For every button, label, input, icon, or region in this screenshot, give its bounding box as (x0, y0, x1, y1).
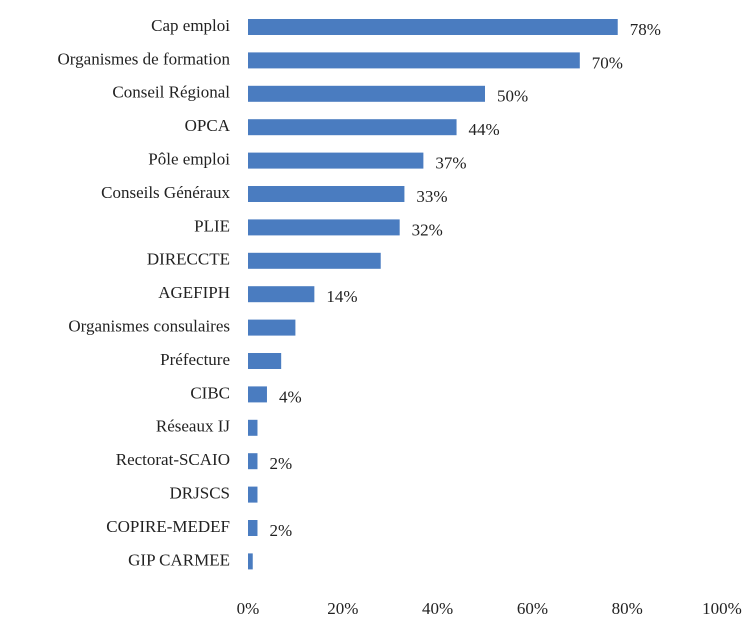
bar (248, 419, 258, 436)
bar (248, 286, 315, 303)
data-label: 44% (469, 120, 500, 139)
data-label: 4% (279, 387, 302, 406)
bar (248, 353, 282, 369)
y-tick-label: PLIE (194, 216, 230, 235)
x-tick-label: 40% (422, 599, 453, 617)
data-label: 70% (592, 53, 623, 72)
y-tick-label: Préfecture (160, 350, 230, 369)
x-tick-label: 100% (702, 599, 742, 617)
data-label: 78% (630, 20, 661, 39)
bar (248, 386, 267, 403)
y-tick-label: Organismes consulaires (68, 317, 230, 336)
y-tick-label: Réseaux IJ (156, 417, 231, 436)
y-tick-label: GIP CARMEE (128, 550, 230, 569)
bar (248, 186, 405, 202)
y-tick-label: Cap emploi (151, 16, 230, 35)
y-tick-label: Conseil Régional (112, 83, 230, 102)
y-tick-label: OPCA (185, 116, 231, 135)
y-tick-label: Rectorat-SCAIO (116, 450, 230, 469)
bar (248, 219, 400, 236)
bar (248, 553, 253, 570)
bar (248, 52, 580, 69)
data-label: 50% (497, 87, 528, 106)
y-tick-label: DIRECCTE (147, 250, 230, 269)
data-label: 2% (269, 521, 292, 540)
bar (248, 152, 424, 169)
x-tick-label: 80% (612, 599, 643, 617)
data-label: 37% (435, 154, 466, 173)
data-label: 14% (326, 287, 357, 306)
bar (248, 19, 618, 35)
y-tick-label: AGEFIPH (158, 283, 230, 302)
x-tick-label: 20% (327, 599, 358, 617)
bar (248, 319, 296, 336)
bar (248, 453, 258, 470)
y-tick-label: COPIRE-MEDEF (106, 517, 230, 536)
y-tick-label: Pôle emploi (148, 150, 230, 169)
bar (248, 252, 381, 269)
bar (248, 119, 457, 136)
bar (248, 486, 258, 503)
data-label: 33% (416, 187, 447, 206)
y-tick-label: Conseils Généraux (101, 183, 230, 202)
y-tick-label: CIBC (190, 383, 230, 402)
x-tick-label: 0% (237, 599, 260, 617)
bar (248, 85, 485, 102)
x-tick-label: 60% (517, 599, 548, 617)
bar (248, 520, 258, 536)
y-tick-label: Organismes de formation (58, 49, 231, 68)
data-label: 32% (412, 220, 443, 239)
y-tick-label: DRJSCS (170, 484, 230, 503)
data-label: 2% (269, 454, 292, 473)
